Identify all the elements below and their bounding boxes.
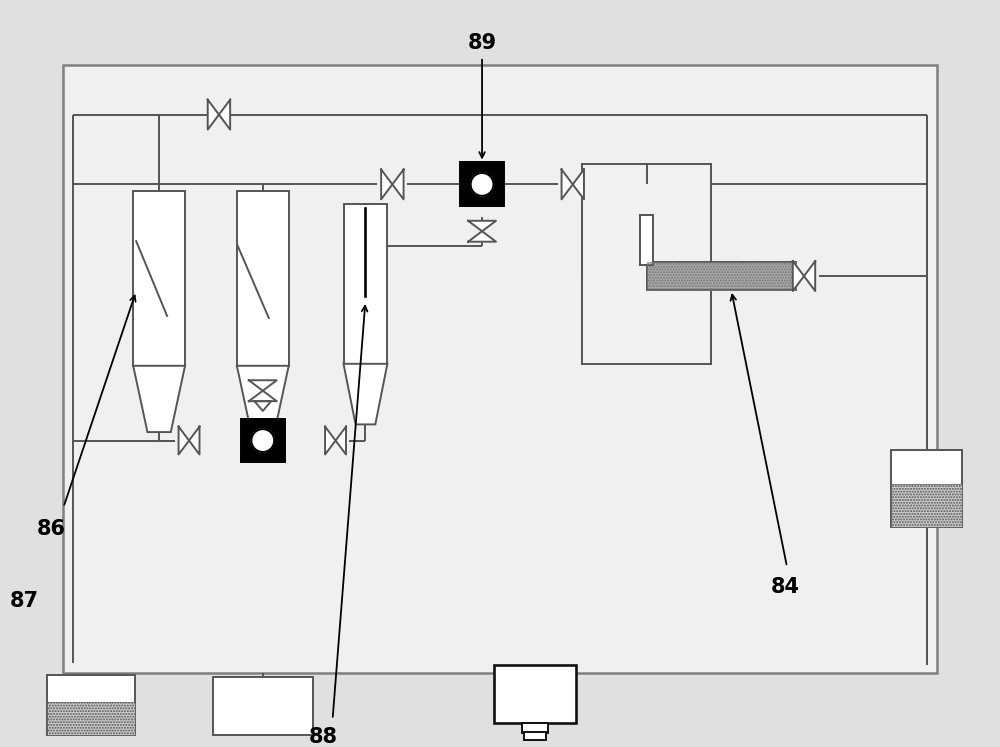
Polygon shape	[468, 232, 496, 242]
Polygon shape	[249, 391, 277, 401]
Text: 88: 88	[309, 727, 338, 746]
Bar	[647, 262, 796, 290]
Text: 87: 87	[10, 591, 39, 611]
Polygon shape	[254, 401, 271, 411]
Polygon shape	[392, 170, 404, 199]
Bar	[237, 191, 289, 366]
Bar	[47, 675, 135, 734]
Polygon shape	[325, 427, 336, 454]
Bar	[494, 665, 576, 722]
Polygon shape	[468, 221, 496, 232]
Bar	[213, 677, 313, 734]
Polygon shape	[381, 170, 392, 199]
Polygon shape	[562, 170, 573, 199]
Bar	[891, 450, 962, 527]
Bar	[891, 485, 962, 527]
Text: 89: 89	[468, 33, 497, 53]
Polygon shape	[793, 261, 804, 291]
Polygon shape	[336, 427, 346, 454]
Bar	[460, 162, 504, 206]
Bar	[344, 205, 387, 364]
Bar	[582, 164, 711, 364]
Circle shape	[251, 429, 274, 452]
Polygon shape	[573, 170, 584, 199]
Polygon shape	[208, 99, 219, 129]
Bar	[640, 215, 653, 265]
Polygon shape	[189, 427, 199, 454]
Text: 84: 84	[771, 577, 800, 597]
Polygon shape	[344, 364, 387, 424]
Polygon shape	[133, 366, 185, 432]
Bar	[241, 418, 285, 462]
Polygon shape	[179, 427, 189, 454]
Bar	[47, 701, 135, 734]
Bar	[522, 722, 548, 733]
Text: 86: 86	[37, 519, 66, 539]
Bar	[133, 191, 185, 366]
Bar	[524, 731, 546, 740]
Polygon shape	[237, 366, 289, 432]
Circle shape	[471, 173, 493, 196]
Polygon shape	[219, 99, 230, 129]
Bar	[63, 65, 937, 673]
Bar	[647, 262, 796, 290]
Polygon shape	[249, 380, 277, 391]
Polygon shape	[804, 261, 815, 291]
